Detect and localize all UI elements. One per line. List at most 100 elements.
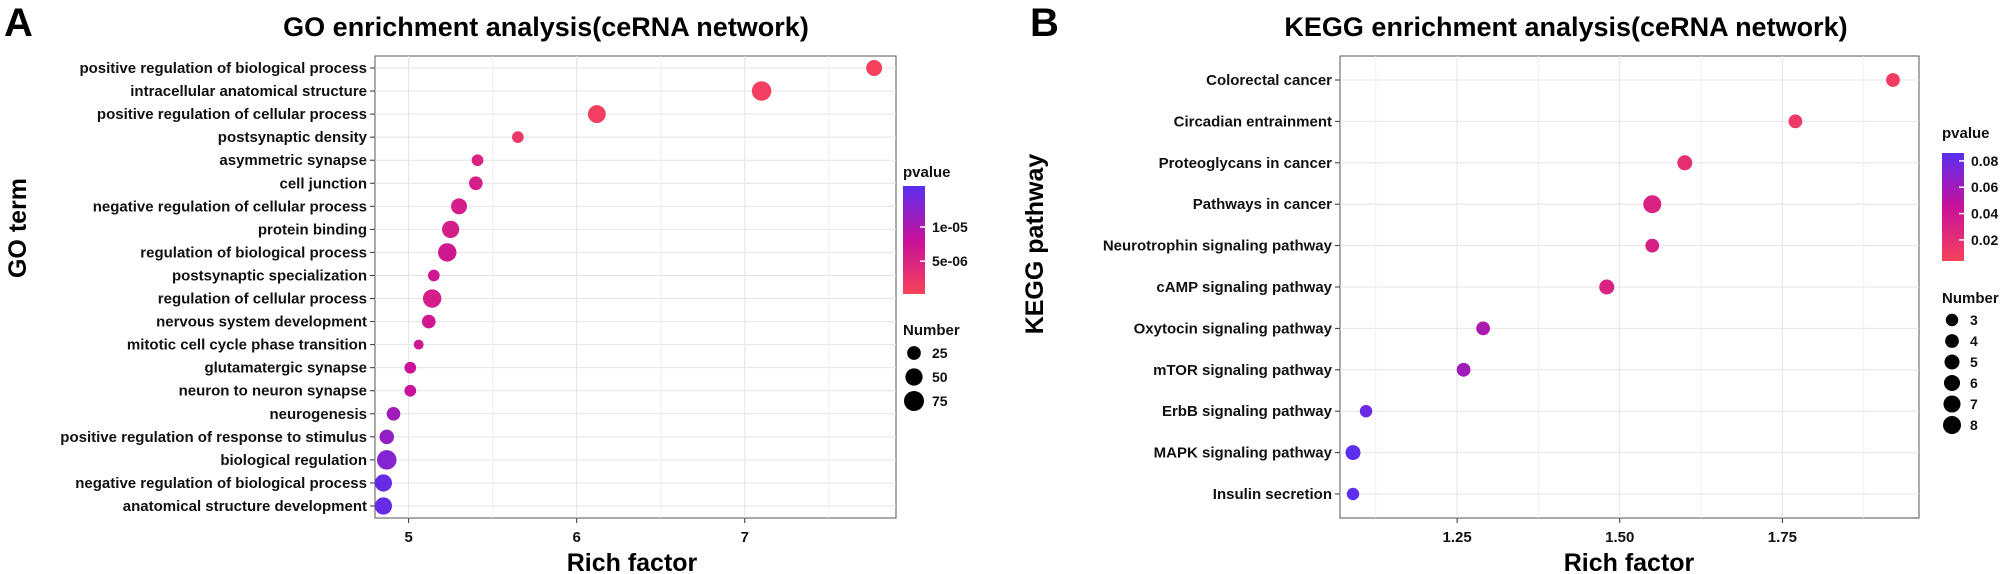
- size-legend-label: 75: [932, 393, 948, 409]
- data-point: [451, 198, 468, 215]
- data-point: [1886, 73, 1900, 87]
- category-label: glutamatergic synapse: [204, 360, 367, 377]
- x-tick-label: 5: [404, 529, 412, 546]
- size-legend-label: 7: [1970, 396, 1978, 412]
- size-legend-dot: [1943, 395, 1961, 413]
- category-label: mitotic cell cycle phase transition: [127, 337, 367, 354]
- category-label: asymmetric synapse: [219, 152, 367, 169]
- category-label: anatomical structure development: [123, 498, 367, 515]
- size-legend-label: 5: [1970, 354, 1978, 370]
- points-a: [374, 60, 883, 515]
- color-bar-a: [903, 186, 925, 294]
- category-label: nervous system development: [156, 314, 367, 331]
- size-legend-dot: [1945, 334, 1959, 348]
- chart-title-a: GO enrichment analysis(ceRNA network): [283, 12, 809, 42]
- category-label: positive regulation of cellular process: [97, 106, 367, 123]
- panel-letter-a: A: [4, 1, 33, 45]
- x-tick-labels-a: 5 6 7: [404, 529, 748, 546]
- grid-b: [1335, 56, 1919, 523]
- category-label: Colorectal cancer: [1206, 72, 1332, 89]
- data-point: [386, 406, 401, 421]
- data-point: [1645, 238, 1660, 253]
- legend-color-title-b: pvalue: [1942, 125, 1990, 142]
- size-legend-label: 4: [1970, 333, 1978, 349]
- x-tick-label: 1.50: [1605, 529, 1634, 546]
- x-tick-label: 6: [573, 529, 581, 546]
- category-label: Oxytocin signaling pathway: [1134, 320, 1333, 337]
- x-tick-label: 1.75: [1768, 529, 1797, 546]
- data-point: [377, 450, 397, 470]
- data-point: [512, 131, 524, 144]
- size-legend-dot: [1944, 354, 1960, 370]
- x-axis-label-b: Rich factor: [1564, 549, 1695, 574]
- legend-b: pvalue 0.08 0.06 0.04 0.02 Number 3 4 5 …: [1942, 125, 1999, 434]
- points-b: [1345, 73, 1900, 501]
- color-tick-label: 0.02: [1971, 232, 1998, 248]
- data-point: [374, 474, 393, 492]
- category-label: Circadian entrainment: [1174, 113, 1332, 130]
- data-point: [438, 243, 457, 262]
- category-label: positive regulation of response to stimu…: [60, 429, 367, 446]
- category-label: Pathways in cancer: [1193, 196, 1332, 213]
- data-point: [751, 81, 772, 101]
- category-label: regulation of biological process: [140, 244, 367, 261]
- data-point: [1643, 195, 1662, 214]
- category-labels-b: Colorectal cancer Circadian entrainment …: [1103, 72, 1333, 503]
- category-label: Neurotrophin signaling pathway: [1103, 238, 1333, 255]
- data-point: [413, 339, 424, 350]
- plot-area-a: [374, 55, 897, 519]
- category-labels-a: positive regulation of biological proces…: [60, 60, 367, 515]
- category-label: postsynaptic specialization: [172, 267, 367, 284]
- category-label: MAPK signaling pathway: [1154, 445, 1333, 462]
- size-legend-label: 6: [1970, 375, 1978, 391]
- data-point: [1359, 404, 1373, 418]
- color-tick-label: 0.06: [1971, 179, 1998, 195]
- data-point: [469, 176, 483, 191]
- category-label: negative regulation of biological proces…: [75, 475, 367, 492]
- size-legend-dot: [1943, 416, 1961, 434]
- color-tick-label: 1e-05: [932, 219, 968, 235]
- data-point: [1346, 487, 1360, 501]
- data-point: [442, 220, 460, 238]
- size-legend-dot: [905, 368, 923, 386]
- panel-b: B KEGG enrichment analysis(ceRNA network…: [1021, 1, 1999, 574]
- category-label: protein binding: [258, 221, 367, 238]
- category-label: postsynaptic density: [218, 129, 368, 146]
- color-tick-label: 5e-06: [932, 253, 968, 269]
- data-point: [427, 269, 440, 282]
- color-tick-label: 0.04: [1971, 206, 1998, 222]
- data-point: [471, 154, 484, 167]
- category-label: biological regulation: [220, 452, 367, 469]
- data-point: [866, 60, 883, 76]
- data-point: [422, 289, 442, 308]
- size-legend-label: 50: [932, 369, 948, 385]
- data-point: [1788, 114, 1803, 129]
- color-tick-label: 0.08: [1971, 153, 1998, 169]
- data-point: [379, 429, 395, 445]
- size-legend-dot: [1945, 313, 1959, 327]
- category-label: neuron to neuron synapse: [179, 383, 367, 400]
- size-legend-dot: [907, 346, 921, 360]
- color-bar-b: [1942, 153, 1964, 261]
- grid-a: [370, 56, 896, 523]
- panel-letter-b: B: [1030, 1, 1059, 45]
- x-axis-label-a: Rich factor: [567, 549, 698, 574]
- x-tick-label: 7: [741, 529, 749, 546]
- category-label: intracellular anatomical structure: [130, 83, 367, 100]
- category-label: cAMP signaling pathway: [1156, 279, 1332, 296]
- size-legend-dot: [1943, 374, 1961, 392]
- chart-title-b: KEGG enrichment analysis(ceRNA network): [1284, 12, 1847, 42]
- legend-size-title-b: Number: [1942, 290, 1999, 307]
- category-label: positive regulation of biological proces…: [79, 60, 367, 77]
- category-label: neurogenesis: [269, 406, 367, 423]
- legend-a: pvalue 1e-05 5e-06 Number 25 50 75: [903, 164, 968, 411]
- data-point: [1677, 155, 1693, 171]
- data-point: [1599, 279, 1615, 295]
- category-label: mTOR signaling pathway: [1153, 362, 1333, 379]
- data-point: [1345, 445, 1361, 461]
- data-point: [1476, 321, 1491, 336]
- category-label: regulation of cellular process: [158, 291, 367, 308]
- data-point: [404, 361, 417, 374]
- data-point: [404, 384, 417, 397]
- legend-color-title-a: pvalue: [903, 164, 951, 181]
